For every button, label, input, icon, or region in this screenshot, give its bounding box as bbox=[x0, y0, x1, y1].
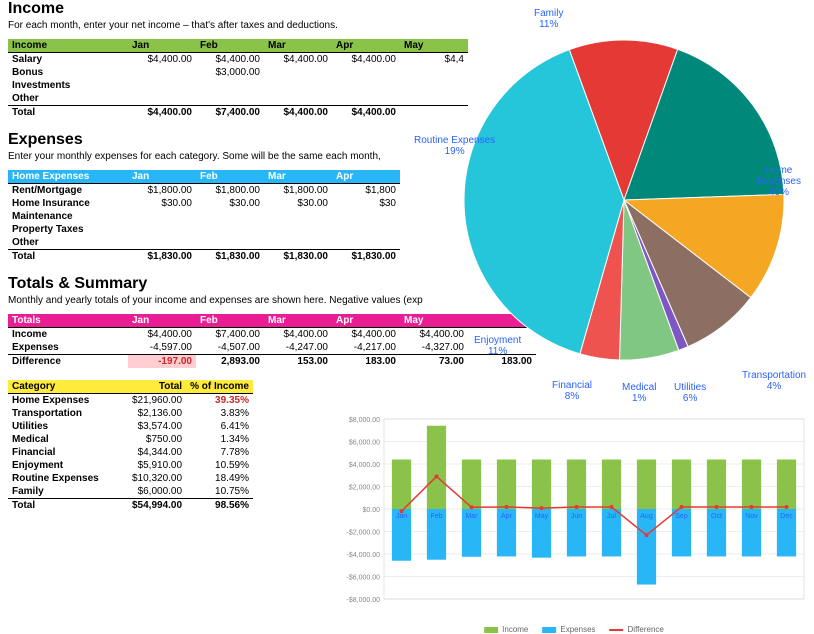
table-row: Maintenance bbox=[8, 210, 400, 223]
svg-text:-$2,000.00: -$2,000.00 bbox=[347, 530, 381, 537]
pie-label: Utilities6% bbox=[674, 382, 706, 404]
table-row: Utilities$3,574.006.41% bbox=[8, 420, 253, 433]
svg-text:Mar: Mar bbox=[465, 513, 478, 520]
svg-text:-$6,000.00: -$6,000.00 bbox=[347, 575, 381, 582]
pie-label: Family11% bbox=[534, 8, 563, 30]
svg-text:$0.00: $0.00 bbox=[362, 507, 380, 514]
svg-text:Nov: Nov bbox=[745, 513, 758, 520]
svg-text:-$4,000.00: -$4,000.00 bbox=[347, 552, 381, 559]
table-total: Total$4,400.00$7,400.00$4,400.00$4,400.0… bbox=[8, 106, 468, 120]
table-row: Transportation$2,136.003.83% bbox=[8, 407, 253, 420]
expenses-table: Home ExpensesJanFebMarAprRent/Mortgage$1… bbox=[8, 170, 400, 263]
table-row: Financial$4,344.007.78% bbox=[8, 446, 253, 459]
svg-text:-$8,000.00: -$8,000.00 bbox=[347, 597, 381, 604]
pie-label: Medical1% bbox=[622, 382, 656, 404]
table-row: Routine Expenses$10,320.0018.49% bbox=[8, 472, 253, 485]
table-row: Enjoyment$5,910.0010.59% bbox=[8, 459, 253, 472]
table-row: Rent/Mortgage$1,800.00$1,800.00$1,800.00… bbox=[8, 184, 400, 198]
pie-label: Routine Expenses19% bbox=[414, 135, 495, 157]
pie-label: Transportation4% bbox=[742, 370, 806, 392]
table-row: Bonus$3,000.00 bbox=[8, 66, 468, 79]
svg-text:$2,000.00: $2,000.00 bbox=[349, 485, 380, 492]
table-row: Other bbox=[8, 92, 468, 106]
table-row: Other bbox=[8, 236, 400, 250]
bar-legend: Income Expenses Difference bbox=[484, 625, 664, 634]
svg-text:Oct: Oct bbox=[711, 513, 722, 520]
svg-text:Dec: Dec bbox=[780, 513, 793, 520]
svg-text:$6,000.00: $6,000.00 bbox=[349, 440, 380, 447]
table-row: Medical$750.001.34% bbox=[8, 433, 253, 446]
pie-label: Enjoyment11% bbox=[474, 335, 521, 357]
table-row: Home Insurance$30.00$30.00$30.00$30 bbox=[8, 197, 400, 210]
svg-text:$8,000.00: $8,000.00 bbox=[349, 417, 380, 424]
svg-text:Aug: Aug bbox=[640, 513, 653, 520]
category-table: CategoryTotal% of IncomeHome Expenses$21… bbox=[8, 380, 253, 512]
table-row: Family$6,000.0010.75% bbox=[8, 485, 253, 499]
table-total: Total$54,994.0098.56% bbox=[8, 499, 253, 513]
pie-chart: Family11%Routine Expenses19%Home Expense… bbox=[444, 0, 814, 400]
income-table: IncomeJanFebMarAprMaySalary$4,400.00$4,4… bbox=[8, 39, 468, 119]
svg-text:Feb: Feb bbox=[430, 513, 442, 520]
category-section: CategoryTotal% of IncomeHome Expenses$21… bbox=[8, 380, 318, 512]
svg-text:Sep: Sep bbox=[675, 513, 688, 520]
pie-label: Financial8% bbox=[552, 380, 592, 402]
table-row: Home Expenses$21,960.0039.35% bbox=[8, 394, 253, 408]
pie-label: Home Expenses40% bbox=[744, 165, 814, 198]
table-row: Salary$4,400.00$4,400.00$4,400.00$4,400.… bbox=[8, 53, 468, 67]
table-total: Total$1,830.00$1,830.00$1,830.00$1,830.0… bbox=[8, 250, 400, 264]
svg-text:Jan: Jan bbox=[396, 513, 407, 520]
svg-text:May: May bbox=[535, 513, 549, 520]
table-row: Property Taxes bbox=[8, 223, 400, 236]
svg-text:Apr: Apr bbox=[501, 513, 513, 520]
svg-text:Jul: Jul bbox=[607, 513, 616, 520]
svg-text:Jun: Jun bbox=[571, 513, 582, 520]
svg-text:$4,000.00: $4,000.00 bbox=[349, 462, 380, 469]
bar-chart: -$8,000.00 -$6,000.00 -$4,000.00 -$2,000.00… bbox=[334, 414, 814, 634]
table-row: Investments bbox=[8, 79, 468, 92]
